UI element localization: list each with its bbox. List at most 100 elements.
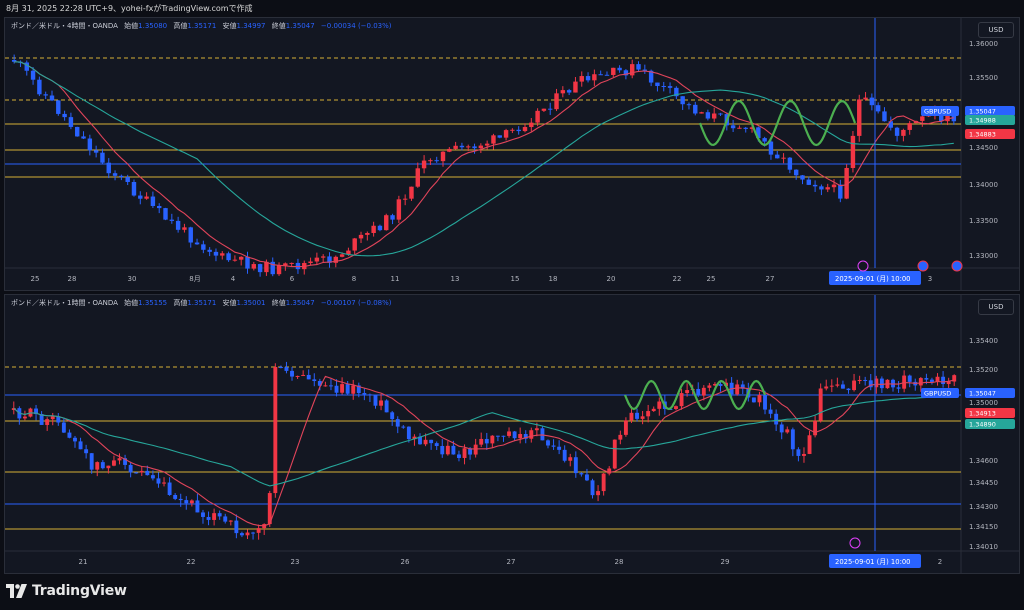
candle-body [857, 379, 862, 381]
price-scale-label: 1.35500 [969, 74, 998, 82]
candle-body [390, 412, 395, 420]
currency-button[interactable]: USD [978, 22, 1014, 38]
candle-body [607, 468, 612, 474]
candle-body [894, 127, 900, 136]
candle-body [213, 251, 219, 256]
candle-body [345, 384, 350, 394]
price-scale-label: 1.34010 [969, 543, 998, 551]
crosshair-date-box [829, 271, 921, 285]
time-scale-label: 23 [291, 558, 300, 566]
candle-body [648, 70, 654, 83]
candle-body [34, 408, 38, 415]
candle-body [189, 500, 194, 504]
candle-body [73, 437, 77, 442]
candle-body [796, 449, 801, 456]
candle-body [888, 121, 893, 128]
candle-body [551, 445, 556, 447]
candle-body [484, 143, 490, 146]
candle-body [434, 443, 439, 447]
candle-body [429, 439, 434, 444]
chart-pane-1h[interactable]: 1.35400 1.35200 1.35000 1.34600 1.34450 1.343… [4, 294, 1020, 574]
candle-body [529, 430, 534, 439]
candle-body [365, 233, 370, 235]
change-value: −0.00107 (−0.08%) [320, 299, 392, 307]
candle-body [333, 256, 339, 263]
candle-body [800, 175, 805, 180]
price-tag-box [965, 115, 1015, 125]
candle-body [234, 520, 239, 534]
candle-body [679, 393, 684, 407]
price-tag-box [965, 408, 1015, 418]
chart-pane-4h[interactable]: 1.360001.355001.350001.345001.340001.335… [4, 17, 1020, 291]
candle-body [573, 81, 578, 93]
candle-body [568, 457, 573, 461]
candle-body [24, 62, 29, 71]
price-tag-value: 1.35047 [969, 390, 996, 398]
candle-body [358, 234, 364, 239]
candle-body [131, 181, 137, 196]
candle-body [819, 186, 824, 190]
candle-body [184, 500, 189, 504]
candle-body [850, 135, 856, 168]
candle-body [283, 263, 288, 266]
candle-body [251, 532, 256, 534]
candle-body [592, 74, 597, 81]
candle-body [188, 227, 193, 243]
candle-body [701, 387, 706, 396]
candle-body [256, 528, 261, 533]
candle-body [284, 367, 289, 371]
candle-body [295, 375, 300, 377]
candle-body [495, 435, 500, 437]
candle-body [257, 264, 263, 273]
candle-body [182, 227, 187, 230]
candle-body [768, 141, 774, 155]
chart-canvas-4h[interactable]: 1.360001.355001.350001.345001.340001.335… [5, 18, 1019, 290]
candle-body [457, 454, 461, 458]
candle-body [50, 416, 55, 420]
candle-body [415, 168, 420, 187]
candle-body [245, 532, 250, 536]
chart-canvas-1h[interactable]: 1.35400 1.35200 1.35000 1.34600 1.34450 1.343… [5, 295, 1019, 573]
low-value: 1.35001 [236, 299, 266, 307]
candle-body [112, 173, 118, 176]
candle-body [674, 406, 678, 409]
candle-body [314, 257, 320, 262]
candle-body [62, 113, 67, 118]
close-value: 1.35047 [285, 299, 315, 307]
candle-body [421, 160, 427, 169]
candle-body [462, 448, 467, 458]
candle-body [402, 198, 408, 200]
candle-body [491, 135, 496, 144]
candle-body [238, 256, 244, 260]
candle-body [123, 458, 128, 465]
candle-body [339, 254, 345, 257]
high-value: 1.35171 [187, 22, 217, 30]
candle-body [384, 400, 389, 413]
candle-body [844, 167, 849, 199]
candle-body [194, 242, 200, 245]
time-scale-label: 15 [511, 275, 520, 283]
candle-body [775, 154, 780, 159]
time-scale-label: 22 [673, 275, 682, 283]
candle-body [178, 498, 183, 501]
candle-body [445, 445, 450, 455]
candle-body [423, 439, 428, 445]
candle-body [56, 416, 61, 423]
currency-button[interactable]: USD [978, 299, 1014, 315]
time-scale-label: 25 [707, 275, 716, 283]
candle-body [831, 184, 837, 188]
candle-body [952, 375, 957, 382]
candle-body [251, 264, 257, 269]
candle-body [813, 420, 818, 436]
elliott-wave-drawing [698, 99, 857, 147]
candle-body [941, 376, 946, 385]
tradingview-branding[interactable]: TradingView [6, 580, 127, 602]
candle-body [612, 439, 617, 469]
candle-body [838, 184, 843, 199]
candle-body [863, 379, 868, 381]
candle-body [56, 100, 61, 114]
candle-body [401, 426, 406, 428]
candle-body [75, 126, 80, 137]
candle-body [857, 99, 862, 136]
candle-body [111, 460, 116, 466]
